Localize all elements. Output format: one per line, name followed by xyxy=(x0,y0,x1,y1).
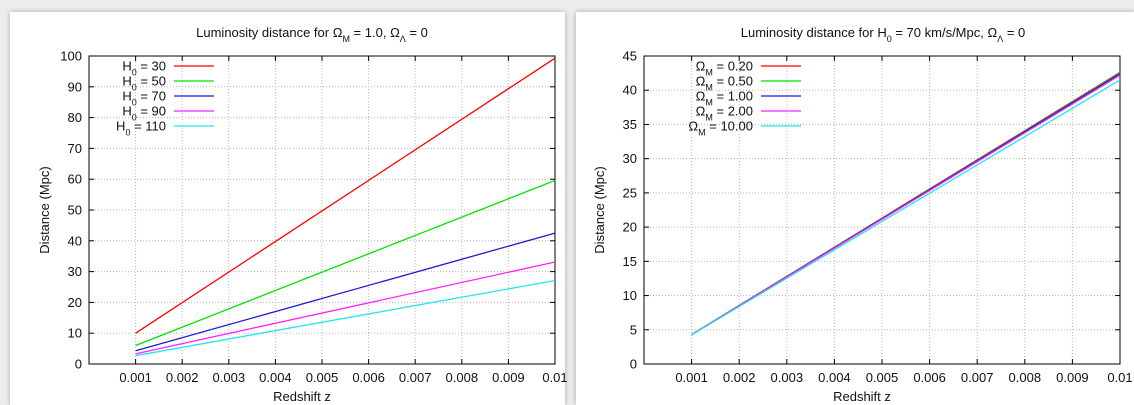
series-line-3 xyxy=(135,232,556,352)
series-lines xyxy=(691,71,1121,336)
series-line-4 xyxy=(691,74,1121,336)
x-tick-label: 0.003 xyxy=(213,370,246,385)
chart-title: Luminosity distance for ΩM = 1.0, ΩΛ = 0 xyxy=(196,25,428,44)
y-tick-label: 90 xyxy=(68,79,82,94)
y-axis-label: Distance (Mpc) xyxy=(37,166,52,253)
x-tick-label: 0.006 xyxy=(913,370,946,385)
x-tick-label: 0.009 xyxy=(1056,370,1089,385)
x-tick-label: 0.002 xyxy=(166,370,199,385)
series-line-1 xyxy=(135,57,556,334)
x-tick-label: 0.004 xyxy=(259,370,292,385)
legend-label-3: H0 = 70 xyxy=(122,89,166,108)
x-tick-label: 0.008 xyxy=(446,370,479,385)
series-line-5 xyxy=(691,79,1121,336)
x-tick-label: 0.01 xyxy=(542,370,567,385)
y-tick-label: 40 xyxy=(68,233,82,248)
x-tick-label: 0.007 xyxy=(399,370,432,385)
y-tick-label: 15 xyxy=(623,254,637,269)
grid xyxy=(89,56,555,364)
x-tick-label: 0.003 xyxy=(771,370,804,385)
y-tick-label: 45 xyxy=(623,49,637,64)
y-tick-label: 0 xyxy=(75,357,82,372)
legend-label-4: H0 = 90 xyxy=(122,104,166,123)
chart-title: Luminosity distance for H0 = 70 km/s/Mpc… xyxy=(741,25,1026,44)
x-tick-label: 0.001 xyxy=(675,370,708,385)
y-tick-label: 20 xyxy=(623,220,637,235)
y-tick-label: 35 xyxy=(623,117,637,132)
legend-label-1: H0 = 30 xyxy=(122,59,166,78)
x-axis-label: Redshift z xyxy=(273,389,331,404)
legend-label-3: ΩM = 1.00 xyxy=(696,89,753,108)
x-tick-label: 0.008 xyxy=(1009,370,1042,385)
grid xyxy=(644,56,1120,364)
chart-panel-left: Luminosity distance for ΩM = 1.0, ΩΛ = 0… xyxy=(10,12,568,405)
legend-label-4: ΩM = 2.00 xyxy=(696,104,753,123)
y-tick-label: 0 xyxy=(630,357,637,372)
y-tick-label: 70 xyxy=(68,141,82,156)
x-tick-label: 0.01 xyxy=(1107,370,1132,385)
y-tick-label: 80 xyxy=(68,110,82,125)
series-line-2 xyxy=(135,179,556,347)
x-tick-label: 0.007 xyxy=(961,370,994,385)
y-tick-label: 50 xyxy=(68,203,82,218)
series-line-4 xyxy=(135,261,556,355)
chart-svg-left: Luminosity distance for ΩM = 1.0, ΩΛ = 0… xyxy=(37,25,568,404)
y-tick-label: 25 xyxy=(623,185,637,200)
x-tick-label: 0.005 xyxy=(306,370,339,385)
x-tick-label: 0.005 xyxy=(866,370,899,385)
legend-label-1: ΩM = 0.20 xyxy=(696,59,753,78)
x-tick-label: 0.009 xyxy=(492,370,525,385)
y-tick-label: 30 xyxy=(68,264,82,279)
y-tick-label: 100 xyxy=(60,49,82,64)
y-tick-label: 40 xyxy=(623,83,637,98)
y-tick-label: 5 xyxy=(630,322,637,337)
y-axis-label: Distance (Mpc) xyxy=(592,166,607,253)
x-tick-label: 0.006 xyxy=(352,370,385,385)
chart-panel-right: Luminosity distance for H0 = 70 km/s/Mpc… xyxy=(576,12,1134,405)
chart-svg-right: Luminosity distance for H0 = 70 km/s/Mpc… xyxy=(592,25,1133,404)
legend-label-5: ΩM = 10.00 xyxy=(688,119,753,138)
y-tick-label: 20 xyxy=(68,295,82,310)
series-line-5 xyxy=(135,279,556,357)
legend-label-2: ΩM = 0.50 xyxy=(696,74,753,93)
x-tick-label: 0.004 xyxy=(818,370,851,385)
legend-label-2: H0 = 50 xyxy=(122,74,166,93)
legend-label-5: H0 = 110 xyxy=(116,119,166,138)
x-axis-label: Redshift z xyxy=(833,389,891,404)
y-tick-label: 10 xyxy=(623,288,637,303)
y-tick-label: 60 xyxy=(68,172,82,187)
y-tick-label: 10 xyxy=(68,326,82,341)
x-tick-label: 0.001 xyxy=(119,370,152,385)
series-lines xyxy=(135,57,556,357)
y-tick-label: 30 xyxy=(623,151,637,166)
x-tick-label: 0.002 xyxy=(723,370,756,385)
